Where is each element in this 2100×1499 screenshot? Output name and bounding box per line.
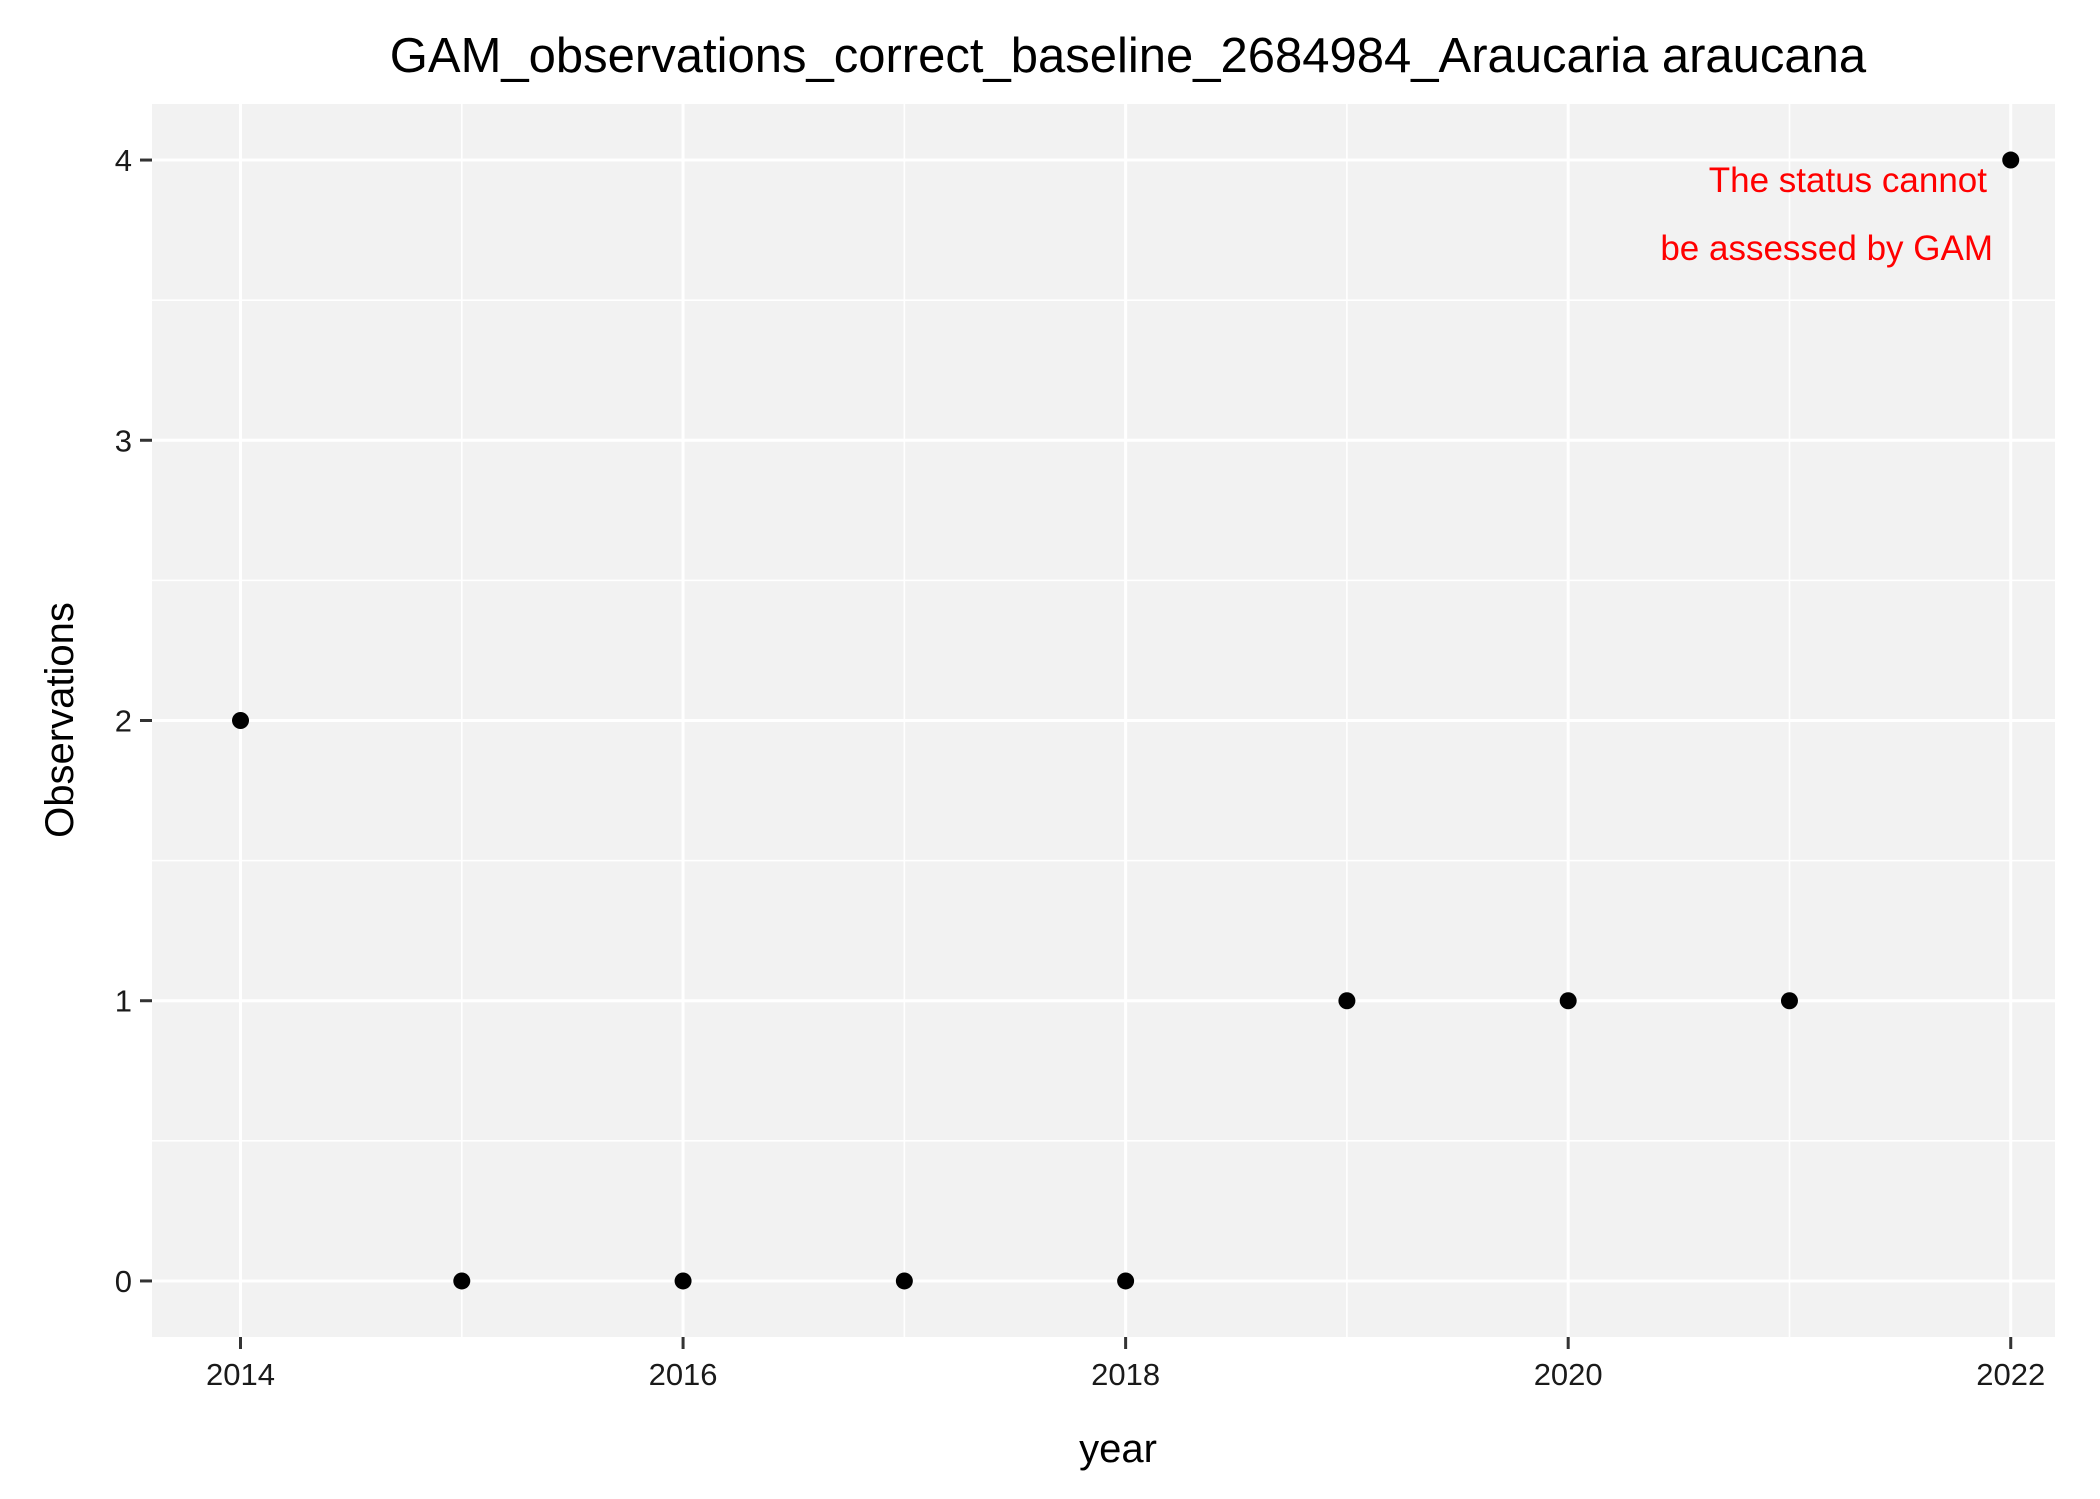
annotation-line-2: be assessed by GAM: [1660, 229, 1993, 268]
x-tick-label: 2016: [649, 1357, 718, 1392]
status-annotation: The status cannot be assessed by GAM: [1660, 161, 1993, 268]
y-tick-label: 0: [115, 1264, 132, 1299]
x-axis-title: year: [1079, 1427, 1157, 1471]
data-point: [1117, 1272, 1135, 1290]
data-point: [1338, 992, 1356, 1010]
y-tick-label: 2: [115, 704, 132, 739]
x-tick-label: 2014: [206, 1357, 275, 1392]
y-axis-title: Observations: [38, 602, 82, 838]
data-point: [2002, 151, 2020, 169]
y-tick-label: 1: [115, 984, 132, 1019]
chart-title: GAM_observations_correct_baseline_268498…: [390, 29, 1867, 83]
annotation-line-1: The status cannot: [1709, 161, 1987, 200]
data-point: [232, 712, 250, 729]
y-axis: 0 1 2 3 4: [115, 143, 152, 1299]
x-axis: 2014 2016 2018 2020 2022: [206, 1337, 2045, 1392]
y-tick-label: 3: [115, 423, 132, 458]
data-point: [453, 1272, 471, 1290]
data-point: [674, 1272, 692, 1290]
x-tick-label: 2020: [1534, 1357, 1603, 1392]
major-gridlines: [152, 104, 2055, 1337]
data-points: [232, 151, 2020, 1290]
data-point: [1780, 992, 1798, 1010]
y-tick-label: 4: [115, 143, 132, 178]
data-point: [1559, 992, 1577, 1010]
data-point: [895, 1272, 913, 1290]
x-tick-label: 2018: [1091, 1357, 1160, 1392]
x-tick-label: 2022: [1976, 1357, 2045, 1392]
